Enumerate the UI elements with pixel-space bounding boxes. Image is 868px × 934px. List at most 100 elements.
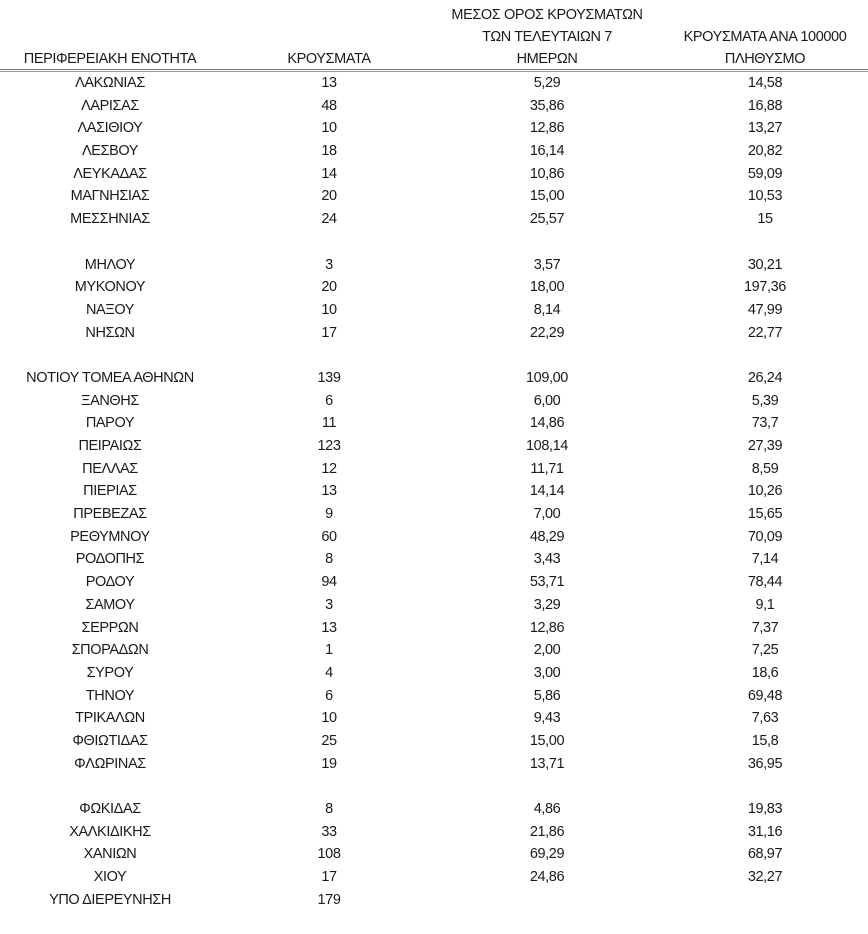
table-row: ΛΑΡΙΣΑΣ 48 35,86 16,88 <box>0 95 868 118</box>
cell-cases: 17 <box>321 869 337 886</box>
cell-cases: 13 <box>321 483 337 500</box>
table-row: ΛΕΥΚΑΔΑΣ 14 10,86 59,09 <box>0 163 868 186</box>
cell-cases: 9 <box>325 506 333 523</box>
cell-region: ΝΟΤΙΟΥ ΤΟΜΕΑ ΑΘΗΝΩΝ <box>26 369 194 386</box>
row-group: ΦΩΚΙΔΑΣ 8 4,86 19,83 ΧΑΛΚΙΔΙΚΗΣ 33 21,86 31,16 Χ… <box>0 798 868 911</box>
table-row: ΡΕΘΥΜΝΟΥ 60 48,29 70,09 <box>0 526 868 549</box>
table-row: ΝΑΞΟΥ 10 8,14 47,99 <box>0 299 868 322</box>
cell-7day-average: 3,43 <box>533 551 561 568</box>
table-row: ΤΗΝΟΥ 6 5,86 69,48 <box>0 685 868 708</box>
cell-7day-average: 7,00 <box>533 506 561 523</box>
cell-7day-average: 8,14 <box>533 301 561 318</box>
cell-per-100k: 10,53 <box>747 188 783 205</box>
cell-region: ΠΑΡΟΥ <box>85 415 135 432</box>
cell-per-100k: 73,7 <box>751 415 779 432</box>
cell-7day-average: 16,14 <box>529 143 565 160</box>
cell-region: ΤΡΙΚΑΛΩΝ <box>75 710 145 727</box>
cell-region: ΡΟΔΟΥ <box>85 574 135 591</box>
cell-7day-average: 5,29 <box>533 75 561 91</box>
cell-region: ΛΕΣΒΟΥ <box>81 143 139 160</box>
cell-per-100k: 7,63 <box>751 710 779 727</box>
header-avg-line1: ΜΕΣΟΣ ΟΡΟΣ ΚΡΟΥΣΜΑΤΩΝ <box>451 7 643 23</box>
cell-cases: 20 <box>321 279 337 296</box>
cell-region: ΜΕΣΣΗΝΙΑΣ <box>70 211 150 228</box>
cell-7day-average: 109,00 <box>526 369 568 386</box>
table-row: ΥΠΟ ΔΙΕΡΕΥΝΗΣΗ 179 <box>0 889 868 912</box>
cell-region: ΛΑΣΙΘΙΟΥ <box>77 120 143 137</box>
cell-per-100k: 70,09 <box>747 528 783 545</box>
cell-per-100k: 69,48 <box>747 687 783 704</box>
table-row: ΣΕΡΡΩΝ 13 12,86 7,37 <box>0 617 868 640</box>
cell-per-100k: 7,25 <box>751 642 779 659</box>
cell-region: ΧΙΟΥ <box>93 869 127 886</box>
cell-per-100k: 30,21 <box>747 256 783 273</box>
cell-per-100k: 68,97 <box>747 846 783 863</box>
table-row: ΞΑΝΘΗΣ 6 6,00 5,39 <box>0 390 868 413</box>
table-row: ΧΙΟΥ 17 24,86 32,27 <box>0 866 868 889</box>
cell-cases: 60 <box>321 528 337 545</box>
cell-7day-average: 22,29 <box>529 324 565 341</box>
cell-cases: 24 <box>321 211 337 228</box>
cell-cases: 179 <box>317 891 341 908</box>
cell-cases: 17 <box>321 324 337 341</box>
cell-region: ΞΑΝΘΗΣ <box>81 392 139 409</box>
cell-7day-average: 14,14 <box>529 483 565 500</box>
table-row: ΠΑΡΟΥ 11 14,86 73,7 <box>0 412 868 435</box>
cell-7day-average: 35,86 <box>529 97 565 114</box>
cell-per-100k: 7,37 <box>751 619 779 636</box>
cell-cases: 14 <box>321 165 337 182</box>
table-row: ΡΟΔΟΠΗΣ 8 3,43 7,14 <box>0 548 868 571</box>
cell-7day-average: 4,86 <box>533 801 561 817</box>
cell-7day-average: 15,00 <box>529 732 565 749</box>
cell-7day-average: 9,43 <box>533 710 561 727</box>
row-group: ΜΗΛΟΥ 3 3,57 30,21 ΜΥΚΟΝΟΥ 20 18,00 197,36 ΝΑΞΟΥ… <box>0 254 868 345</box>
cell-7day-average: 69,29 <box>529 846 565 863</box>
header-7day-average: ΜΕΣΟΣ ΟΡΟΣ ΚΡΟΥΣΜΑΤΩΝ ΤΩΝ ΤΕΛΕΥΤΑΙΩΝ 7 Η… <box>447 4 647 70</box>
table-body: ΛΑΚΩΝΙΑΣ 13 5,29 14,58 ΛΑΡΙΣΑΣ 48 35,86 16,88 ΛΑ… <box>0 72 868 934</box>
header-region: ΠΕΡΙΦΕΡΕΙΑΚΗ ΕΝΟΤΗΤΑ <box>23 51 197 67</box>
cell-region: ΠΡΕΒΕΖΑΣ <box>73 506 147 523</box>
header-cases: ΚΡΟΥΣΜΑΤΑ <box>287 51 371 67</box>
cell-region: ΠΕΛΛΑΣ <box>82 460 138 477</box>
cell-cases: 108 <box>317 846 341 863</box>
table-row: ΝΗΣΩΝ 17 22,29 22,77 <box>0 322 868 345</box>
table-row: ΧΑΛΚΙΔΙΚΗΣ 33 21,86 31,16 <box>0 821 868 844</box>
cell-region: ΠΕΙΡΑΙΩΣ <box>78 438 142 454</box>
table-row: ΦΘΙΩΤΙΔΑΣ 25 15,00 15,8 <box>0 730 868 753</box>
table-row: ΛΑΣΙΘΙΟΥ 10 12,86 13,27 <box>0 117 868 140</box>
cell-cases: 3 <box>325 596 333 613</box>
header-avg-line3: ΗΜΕΡΩΝ <box>516 51 578 67</box>
cell-7day-average: 13,71 <box>529 755 565 772</box>
cell-region: ΣΠΟΡΑΔΩΝ <box>71 642 149 659</box>
cell-region: ΠΙΕΡΙΑΣ <box>83 483 137 500</box>
cell-per-100k: 47,99 <box>747 301 783 318</box>
cell-cases: 1 <box>325 642 333 659</box>
cell-7day-average: 108,14 <box>526 438 568 454</box>
cell-region: ΣΥΡΟΥ <box>86 664 134 681</box>
table-row: ΜΥΚΟΝΟΥ 20 18,00 197,36 <box>0 276 868 299</box>
cell-per-100k: 32,27 <box>747 869 783 886</box>
cell-cases: 18 <box>321 143 337 160</box>
cell-region: ΦΘΙΩΤΙΔΑΣ <box>72 732 148 749</box>
cell-per-100k: 197,36 <box>744 279 786 296</box>
cell-7day-average: 21,86 <box>529 823 565 840</box>
cell-cases: 48 <box>321 97 337 114</box>
row-group: ΝΟΤΙΟΥ ΤΟΜΕΑ ΑΘΗΝΩΝ 139 109,00 26,24 ΞΑΝΘΗΣ 6… <box>0 367 868 775</box>
cell-region: ΜΗΛΟΥ <box>84 256 136 273</box>
table-row: ΜΑΓΝΗΣΙΑΣ 20 15,00 10,53 <box>0 185 868 208</box>
cell-cases: 33 <box>321 823 337 840</box>
cell-cases: 11 <box>321 415 337 432</box>
cell-per-100k: 7,14 <box>751 551 779 568</box>
cell-region: ΛΑΡΙΣΑΣ <box>81 97 139 114</box>
cell-per-100k: 5,39 <box>751 392 779 409</box>
cell-7day-average: 2,00 <box>533 642 561 659</box>
cell-per-100k: 9,1 <box>755 596 775 613</box>
cell-7day-average: 6,00 <box>533 392 561 409</box>
cell-7day-average: 14,86 <box>529 415 565 432</box>
cell-7day-average: 12,86 <box>529 120 565 137</box>
header-avg-line2: ΤΩΝ ΤΕΛΕΥΤΑΙΩΝ 7 <box>482 29 612 45</box>
cell-per-100k: 10,26 <box>747 483 783 500</box>
cell-7day-average: 5,86 <box>533 687 561 704</box>
cell-per-100k: 15 <box>757 211 773 228</box>
cell-cases: 25 <box>321 732 337 749</box>
